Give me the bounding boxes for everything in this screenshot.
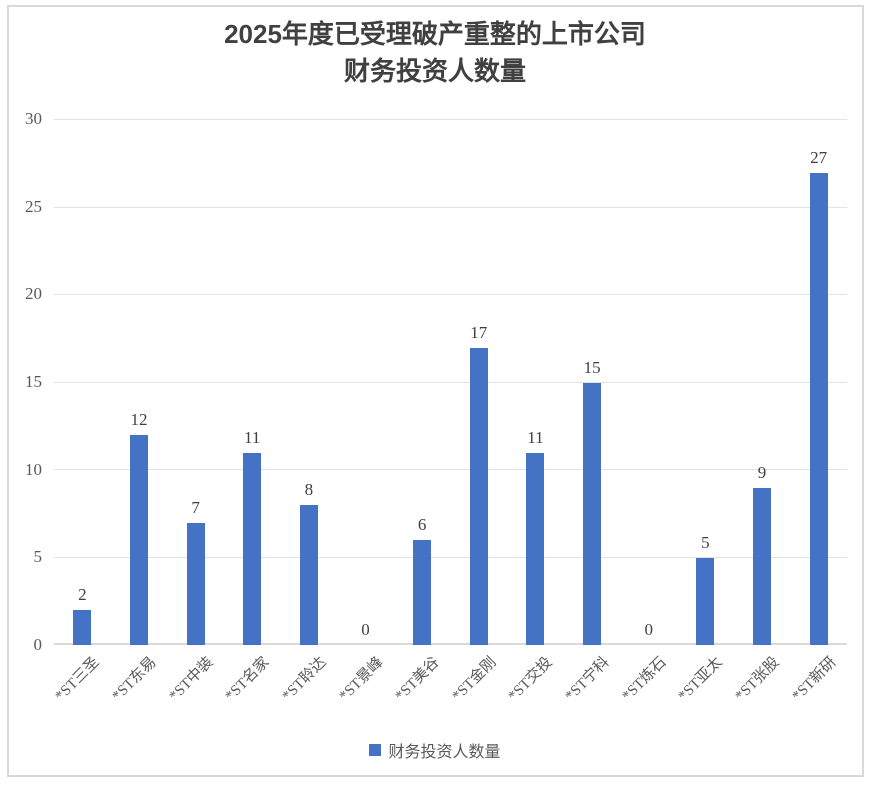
bar-data-label: 0 [644,620,653,639]
bar-data-label: 11 [244,427,261,447]
gridline-y20: 20 [25,284,847,303]
gridline-y15: 15 [25,372,847,391]
bar-cell: 2 *ST三圣 [53,120,111,704]
bar-data-label: 9 [757,462,767,482]
bar-data-label: 17 [470,322,488,342]
bar-cell: 5 *ST亚太 [676,120,734,705]
bar-data-label: 15 [583,357,601,377]
chart-title: 2025年度已受理破产重整的上市公司 财务投资人数量 [0,16,870,90]
bar-*ST中装 [186,522,205,645]
x-axis-tick-label: *ST宁科 [562,654,613,705]
y-axis-tick-label: 10 [25,459,42,479]
bar-data-label: 7 [191,497,200,517]
bar-data-label: 2 [78,585,87,605]
chart-title-year: 2025 [224,19,282,49]
legend-series-label: 财务投资人数量 [388,744,501,761]
bar-data-label: 0 [361,620,370,639]
bar-*ST聆达 [299,505,318,645]
plot-area: 0 5 10 15 20 25 30 2 *ST三圣 12 *ST东易 7 *ST中装 11 *ST名家 8… [25,109,847,705]
gridline-y10: 10 [25,460,847,479]
chart-title-line2: 财务投资人数量 [343,57,526,86]
y-axis-tick-label: 5 [33,547,43,567]
bar-cell: 6 *ST美谷 [393,120,451,705]
x-axis-tick-label: *ST景峰 [335,654,387,705]
x-axis-tick-label: *ST美谷 [392,654,443,705]
bar-cell: 9 *ST张股 [732,120,791,705]
bar-data-label: 6 [417,515,427,534]
bar-*ST亚太 [696,557,715,645]
y-axis-tick-label: 20 [25,284,42,304]
bar-*ST东易 [129,435,148,645]
x-axis-tick-label: *ST中装 [166,654,217,705]
bar-data-label: 8 [304,480,314,500]
bar-cell: 0 *ST景峰 [336,120,394,705]
x-axis-tick-label: *ST炼石 [619,654,670,705]
bar-*ST宁科 [583,382,602,645]
bar-cell: 8 *ST聆达 [279,120,338,704]
bar-cell: 15 *ST宁科 [562,120,621,705]
x-axis-tick-label: *ST金刚 [449,654,500,705]
y-axis-tick-label: 25 [25,196,42,216]
bar-series: 2 *ST三圣 12 *ST东易 7 *ST中装 11 *ST名家 8 *ST聆达 0 *ST景峰 6 *… [53,120,847,705]
bar-*ST金刚 [469,347,488,645]
bar-data-label: 5 [701,532,710,552]
bar-*ST张股 [753,487,771,645]
y-axis-tick-label: 30 [25,109,42,128]
bar-data-label: 11 [527,427,544,447]
y-axis-tick-label: 0 [33,635,43,654]
bar-data-label: 12 [130,410,148,429]
bar-*ST美谷 [413,540,432,645]
bar-*ST三圣 [73,610,92,645]
bar-cell: 0 *ST炼石 [619,120,677,705]
x-axis-tick-label: *ST东易 [109,654,160,705]
chart-title-line1: 2025年度已受理破产重整的上市公司 [0,16,870,53]
x-axis-tick-label: *ST聆达 [279,654,330,705]
gridline-y0: 0 [34,635,847,654]
legend: 财务投资人数量 [0,738,870,762]
y-axis-tick-label: 15 [25,372,42,391]
bar-cell: 17 *ST金刚 [449,120,507,705]
bar-cell: 27 *ST新研 [789,120,847,705]
x-axis-tick-label: *ST三圣 [52,654,103,705]
x-axis-tick-label: *ST名家 [222,654,273,705]
x-axis-tick-label: *ST亚太 [675,654,726,705]
bar-cell: 11 *ST名家 [223,120,281,705]
chart-title-line1-text: 年度已受理破产重整的上市公司 [281,20,646,49]
bar-cell: 11 *ST交投 [506,120,564,705]
gridline-y30: 30 [25,109,847,128]
x-axis-tick-label: *ST张股 [732,654,783,705]
x-axis-tick-label: *ST新研 [789,654,840,705]
bar-data-label: 27 [810,147,828,167]
bar-*ST交投 [526,452,545,645]
legend-marker-square [369,744,382,756]
bar-*ST名家 [243,452,262,645]
gridline-y25: 25 [25,197,847,216]
bar-*ST新研 [809,172,828,645]
bar-cell: 12 *ST东易 [109,120,168,705]
x-axis-tick-label: *ST交投 [505,654,557,705]
gridline-y5: 5 [34,547,847,566]
bar-cell: 7 *ST中装 [166,120,224,705]
